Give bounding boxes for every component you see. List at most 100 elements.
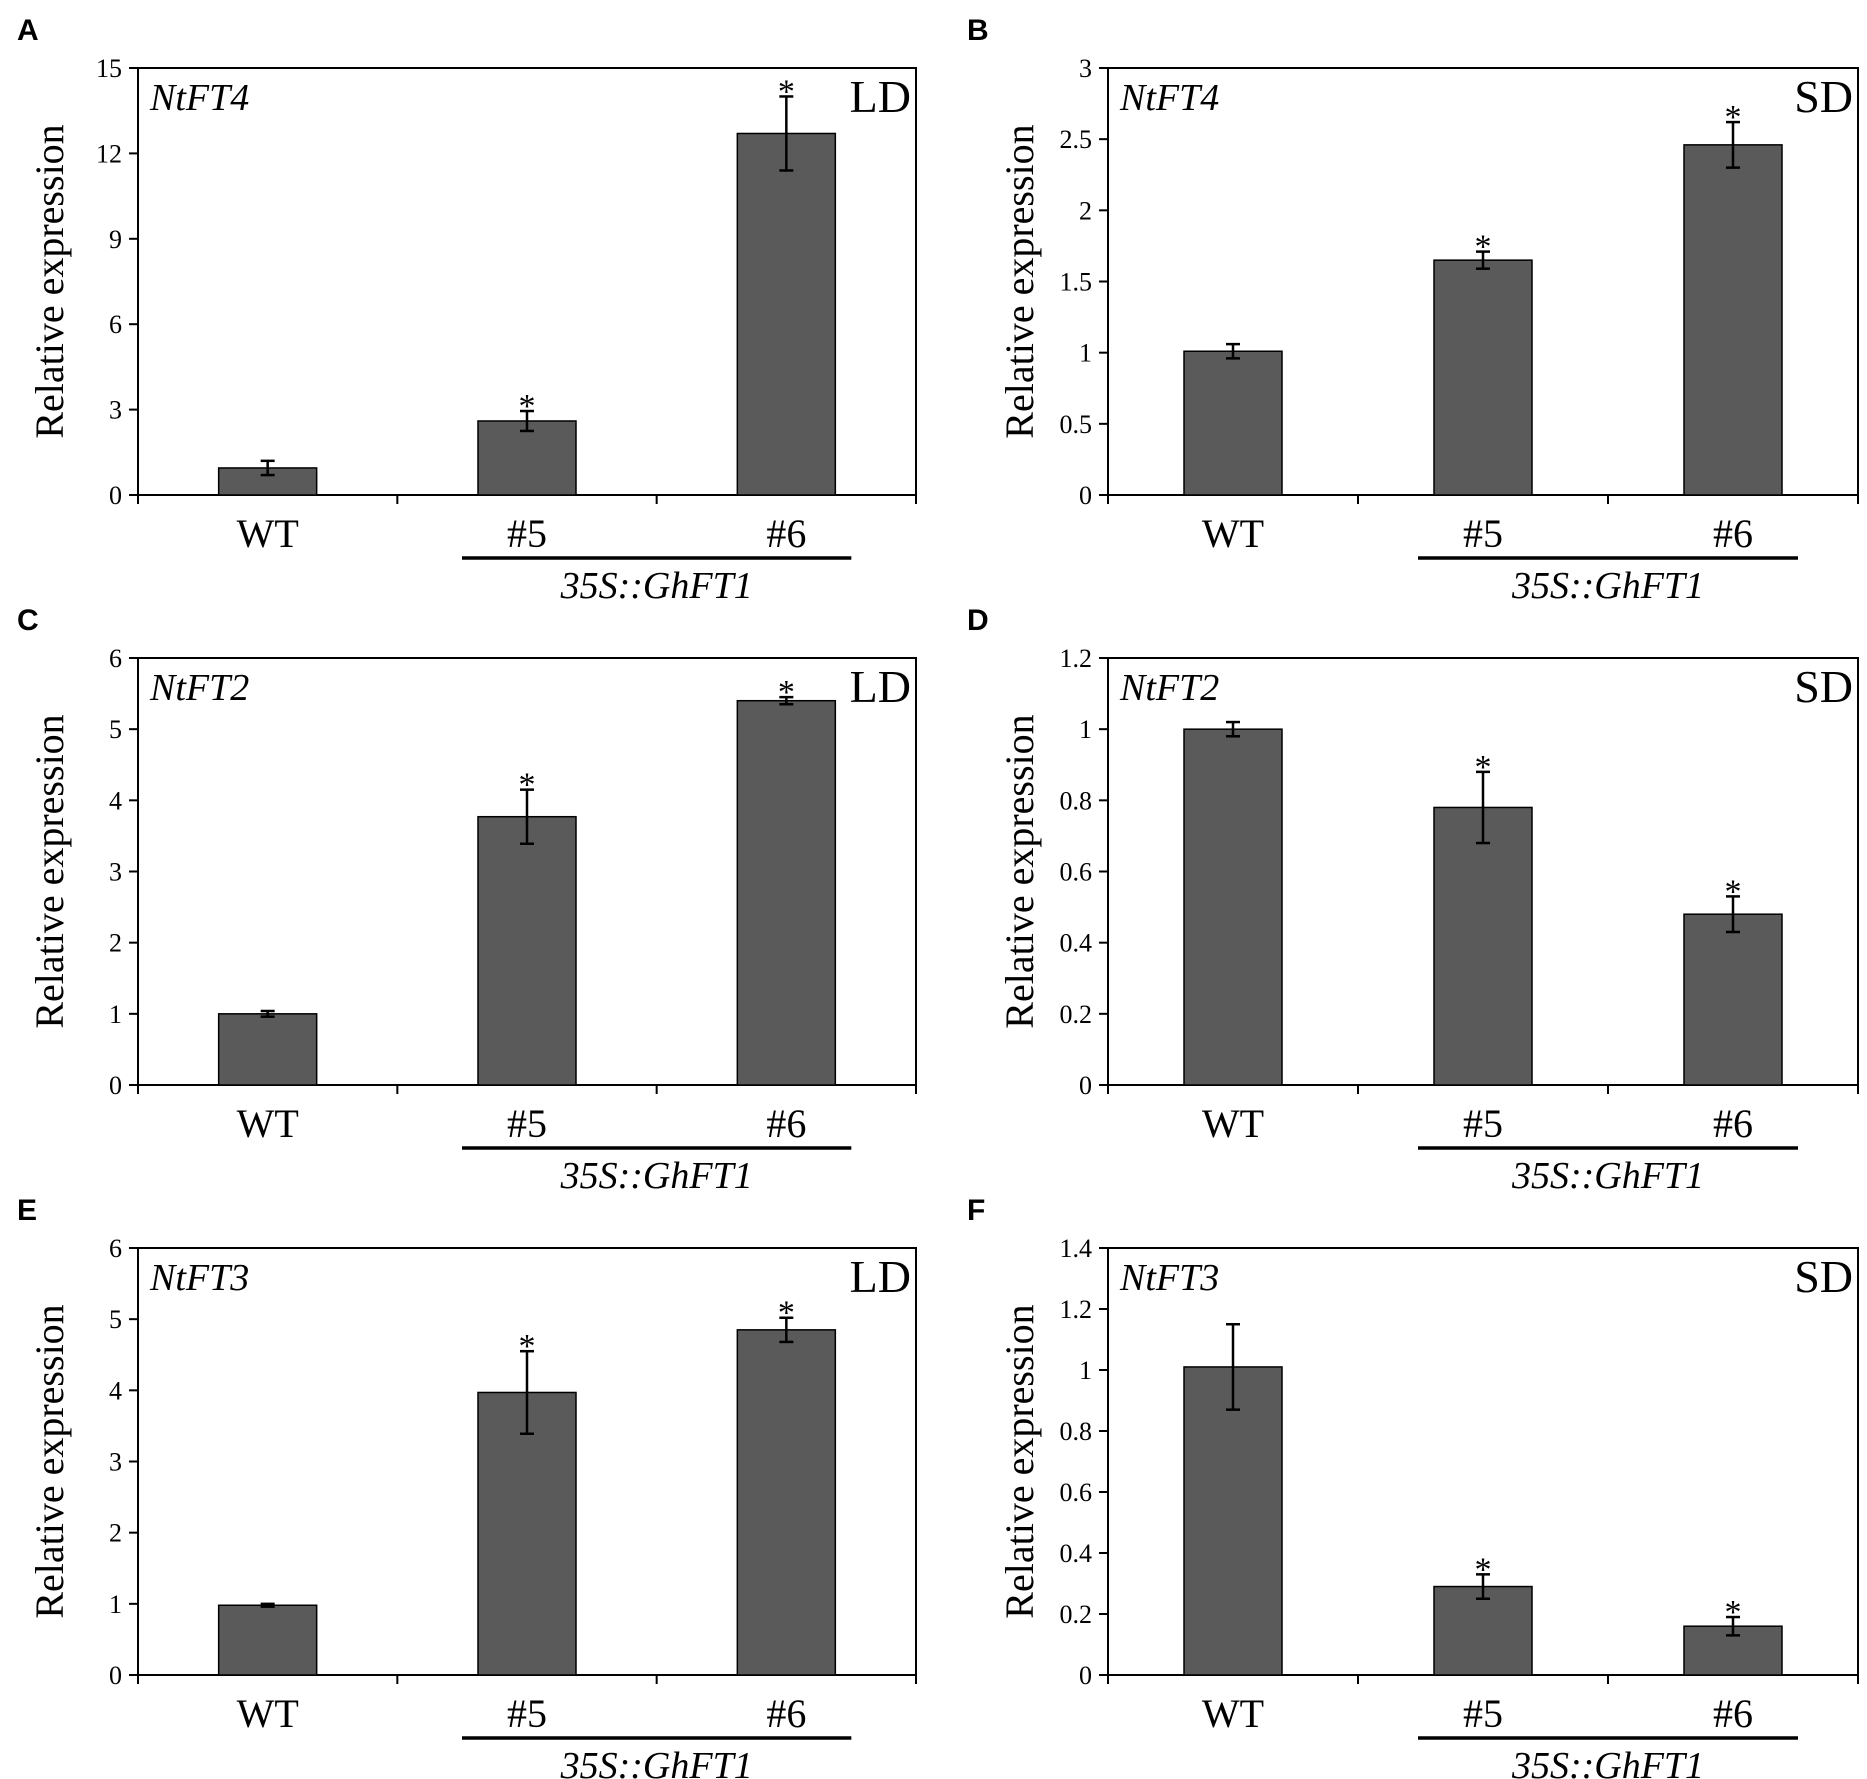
chart-panel-b: B 0 0.5 1 1.5 2 2.5 3 Relative expression WT * #5 * #… <box>967 14 1859 607</box>
panel-label: D <box>967 604 989 637</box>
y-tick-label: 3 <box>1079 54 1092 83</box>
y-tick-label: 0 <box>109 481 122 510</box>
bar-line-5 <box>1433 1585 1533 1676</box>
condition-label: LD <box>850 1251 911 1302</box>
x-category-label: #6 <box>766 1691 806 1736</box>
y-tick-label: 15 <box>96 54 122 83</box>
y-tick-label: 3 <box>109 858 122 887</box>
bar-wt <box>217 1013 318 1086</box>
y-tick-label: 1.2 <box>1060 1295 1093 1324</box>
bar-line-6 <box>736 699 837 1086</box>
y-tick-label: 0.8 <box>1060 786 1093 815</box>
y-tick-label: 4 <box>109 786 122 815</box>
y-tick-label: 1 <box>1079 1356 1092 1385</box>
y-tick-label: 0.4 <box>1060 929 1093 958</box>
chart-panel-a: A 0 3 6 9 12 15 Relative expression WT * #5 * #6 35S:… <box>17 14 917 607</box>
y-tick-label: 1 <box>1079 715 1092 744</box>
y-tick-label: 3 <box>109 396 122 425</box>
y-axis-label: Relative expression <box>27 1304 72 1618</box>
group-label: 35S::GhFT1 <box>560 1155 753 1197</box>
group-label: 35S::GhFT1 <box>1511 565 1704 607</box>
significance-marker: * <box>1725 1594 1742 1631</box>
bar-line-6 <box>736 1329 837 1676</box>
x-category-label: #6 <box>1713 511 1753 556</box>
y-tick-label: 6 <box>109 1234 122 1263</box>
x-category-label: #5 <box>507 1101 547 1146</box>
x-category-label: #5 <box>507 1691 547 1736</box>
gene-name: NtFT4 <box>1119 77 1219 119</box>
y-tick-label: 0.8 <box>1060 1417 1093 1446</box>
significance-marker: * <box>1475 1551 1492 1588</box>
y-tick-label: 1 <box>109 1000 122 1029</box>
significance-marker: * <box>778 674 795 711</box>
group-label: 35S::GhFT1 <box>560 1745 753 1779</box>
y-tick-label: 4 <box>109 1376 122 1405</box>
y-tick-label: 0.5 <box>1060 410 1093 439</box>
y-tick-label: 1 <box>109 1590 122 1619</box>
y-tick-label: 1.5 <box>1060 268 1093 297</box>
y-tick-label: 0.6 <box>1060 1478 1093 1507</box>
y-axis-label: Relative expression <box>27 124 72 438</box>
x-category-label: #6 <box>766 1101 806 1146</box>
y-tick-label: 0 <box>1079 1071 1092 1100</box>
y-tick-label: 0 <box>109 1071 122 1100</box>
y-tick-label: 0 <box>1079 481 1092 510</box>
gene-name: NtFT3 <box>149 1257 249 1299</box>
y-tick-label: 6 <box>109 310 122 339</box>
y-tick-label: 0.2 <box>1060 1600 1093 1629</box>
y-axis-label: Relative expression <box>27 714 72 1028</box>
significance-marker: * <box>1725 99 1742 136</box>
y-tick-label: 1.2 <box>1060 644 1093 673</box>
x-category-label: #5 <box>507 511 547 556</box>
panel-label: C <box>17 604 39 637</box>
significance-marker: * <box>778 1295 795 1332</box>
bar-wt <box>1183 350 1283 496</box>
significance-marker: * <box>1725 873 1742 910</box>
x-category-label: WT <box>237 1691 299 1736</box>
condition-label: LD <box>850 661 911 712</box>
y-tick-label: 2 <box>109 1519 122 1548</box>
bar-line-5 <box>477 1391 577 1676</box>
gene-name: NtFT2 <box>1119 667 1219 709</box>
condition-label: LD <box>850 71 911 122</box>
y-tick-label: 5 <box>109 1305 122 1334</box>
x-category-label: WT <box>1202 1101 1264 1146</box>
significance-marker: * <box>1475 749 1492 786</box>
gene-name: NtFT4 <box>149 77 249 119</box>
bar-wt <box>1183 1366 1283 1676</box>
x-category-label: #5 <box>1463 511 1503 556</box>
y-tick-label: 0.2 <box>1060 1000 1093 1029</box>
chart-panel-d: D 0 0.2 0.4 0.6 0.8 1 1.2 Relative expression WT *… <box>967 604 1859 1197</box>
panel-label: E <box>17 1194 37 1227</box>
bar-line-6 <box>736 132 837 496</box>
x-category-label: WT <box>237 1101 299 1146</box>
group-label: 35S::GhFT1 <box>560 565 753 607</box>
chart-panel-f: F 0 0.2 0.4 0.6 0.8 1 1.2 1.4 Relative expression… <box>967 1194 1859 1779</box>
y-axis-label: Relative expression <box>997 714 1042 1028</box>
x-category-label: WT <box>1202 511 1264 556</box>
bar-line-5 <box>477 815 577 1086</box>
significance-marker: * <box>778 73 795 110</box>
y-tick-label: 2.5 <box>1060 125 1093 154</box>
bar-wt <box>1183 728 1283 1086</box>
x-category-label: #6 <box>1713 1101 1753 1146</box>
y-axis-label: Relative expression <box>997 1304 1042 1618</box>
group-label: 35S::GhFT1 <box>1511 1745 1704 1779</box>
condition-label: SD <box>1794 71 1853 122</box>
y-tick-label: 1 <box>1079 339 1092 368</box>
y-tick-label: 2 <box>109 929 122 958</box>
panel-label: B <box>967 14 989 47</box>
y-tick-label: 3 <box>109 1448 122 1477</box>
bar-line-5 <box>1433 259 1533 496</box>
significance-marker: * <box>1475 229 1492 266</box>
group-label: 35S::GhFT1 <box>1511 1155 1704 1197</box>
y-tick-label: 0.4 <box>1060 1539 1093 1568</box>
y-tick-label: 9 <box>109 225 122 254</box>
bar-line-5 <box>477 420 577 496</box>
bar-line-5 <box>1433 806 1533 1086</box>
gene-name: NtFT3 <box>1119 1257 1219 1299</box>
y-tick-label: 6 <box>109 644 122 673</box>
y-axis-label: Relative expression <box>997 124 1042 438</box>
